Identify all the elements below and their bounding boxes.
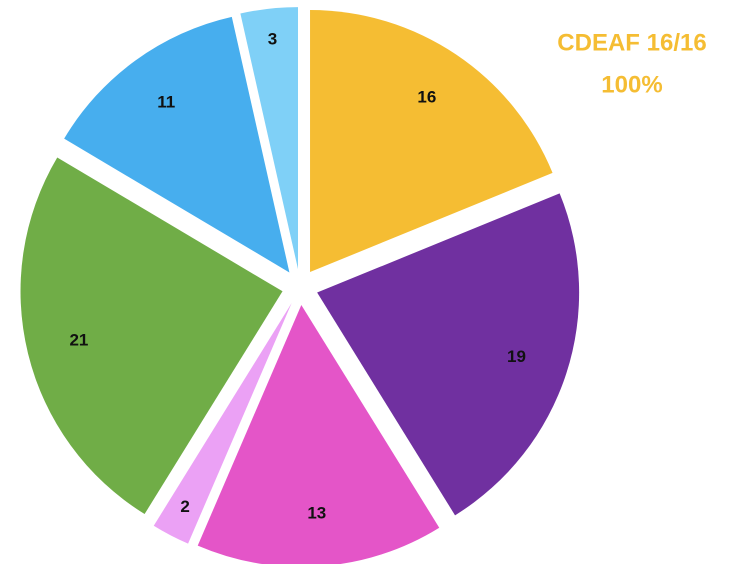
value-label: 13: [307, 503, 326, 522]
annotation: CDEAF 16/16: [557, 29, 706, 56]
value-label: 16: [417, 88, 436, 107]
pie-slice: [153, 302, 292, 544]
value-label: 21: [69, 331, 88, 350]
pie-slice: [317, 193, 580, 516]
value-label: 2: [180, 497, 189, 516]
value-label: 11: [157, 92, 175, 111]
pie-slice: [240, 7, 299, 270]
pie-slice: [64, 16, 290, 273]
value-label: 19: [507, 347, 526, 366]
value-label: 3: [268, 29, 277, 48]
pie-slice: [310, 10, 553, 273]
annotation: 100%: [601, 71, 662, 98]
pie-slice: [20, 157, 283, 515]
pie-slice: [197, 304, 440, 564]
